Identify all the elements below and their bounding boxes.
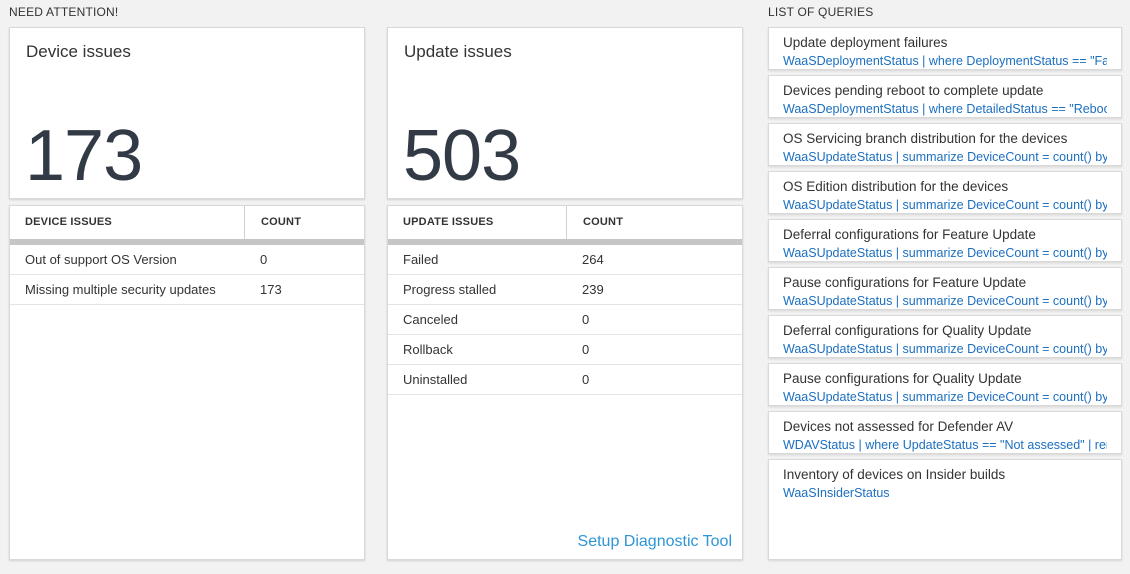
table-row[interactable]: Canceled 0 [388, 305, 742, 335]
query-item[interactable]: Pause configurations for Feature Update … [768, 267, 1122, 310]
device-issues-table-body: Out of support OS Version 0 Missing mult… [10, 245, 364, 305]
device-issues-tile[interactable]: Device issues 173 [9, 27, 365, 199]
query-text: WaaSDeploymentStatus | where DeploymentS… [783, 54, 1107, 68]
query-item[interactable]: Devices pending reboot to complete updat… [768, 75, 1122, 118]
query-title: Update deployment failures [783, 35, 948, 50]
query-item[interactable]: Devices not assessed for Defender AV WDA… [768, 411, 1122, 454]
row-label: Canceled [403, 312, 458, 327]
query-text: WaaSUpdateStatus | summarize DeviceCount… [783, 198, 1107, 212]
row-label: Missing multiple security updates [25, 282, 216, 297]
need-attention-label: NEED ATTENTION! [9, 5, 119, 19]
column-header-update-issues: UPDATE ISSUES [403, 216, 494, 228]
update-issues-title: Update issues [404, 42, 512, 61]
update-issues-table-tile: UPDATE ISSUES COUNT Failed 264 Progress … [387, 205, 743, 560]
query-text: WaaSUpdateStatus | summarize DeviceCount… [783, 294, 1107, 308]
list-of-queries-column: LIST OF QUERIES Update deployment failur… [768, 0, 1122, 574]
row-label: Uninstalled [403, 372, 468, 387]
row-label: Progress stalled [403, 282, 497, 297]
query-item[interactable]: Update deployment failures WaaSDeploymen… [768, 27, 1122, 70]
row-count: 0 [260, 252, 268, 267]
update-issues-table-body: Failed 264 Progress stalled 239 Canceled… [388, 245, 742, 395]
setup-diagnostic-tool-link[interactable]: Setup Diagnostic Tool [577, 533, 732, 550]
column-header-count: COUNT [566, 206, 742, 239]
query-text: WDAVStatus | where UpdateStatus == "Not … [783, 438, 1107, 452]
table-header-separator [10, 239, 364, 245]
query-title: Deferral configurations for Quality Upda… [783, 323, 1032, 338]
query-title: Deferral configurations for Feature Upda… [783, 227, 1036, 242]
table-row[interactable]: Uninstalled 0 [388, 365, 742, 395]
table-row[interactable]: Out of support OS Version 0 [10, 245, 364, 275]
table-row[interactable]: Rollback 0 [388, 335, 742, 365]
query-item[interactable]: Deferral configurations for Feature Upda… [768, 219, 1122, 262]
device-issues-title: Device issues [26, 42, 131, 61]
query-text: WaaSUpdateStatus | summarize DeviceCount… [783, 390, 1107, 404]
query-text: WaaSDeploymentStatus | where DetailedSta… [783, 102, 1107, 116]
row-label: Out of support OS Version [25, 252, 177, 267]
query-title: Devices not assessed for Defender AV [783, 419, 1014, 434]
query-title: OS Servicing branch distribution for the… [783, 131, 1068, 146]
query-title: Inventory of devices on Insider builds [783, 467, 1006, 482]
table-row[interactable]: Progress stalled 239 [388, 275, 742, 305]
device-issues-total: 173 [25, 116, 143, 196]
query-title: Pause configurations for Feature Update [783, 275, 1027, 290]
table-row[interactable]: Missing multiple security updates 173 [10, 275, 364, 305]
list-of-queries-label: LIST OF QUERIES [768, 5, 874, 19]
row-count: 0 [582, 312, 590, 327]
row-count: 173 [260, 282, 282, 297]
query-list: Update deployment failures WaaSDeploymen… [768, 27, 1122, 560]
row-count: 0 [582, 342, 590, 357]
query-text: WaaSUpdateStatus | summarize DeviceCount… [783, 150, 1107, 164]
device-issues-table-header: DEVICE ISSUES COUNT [10, 206, 364, 239]
update-issues-tile[interactable]: Update issues 503 [387, 27, 743, 199]
update-issues-table-header: UPDATE ISSUES COUNT [388, 206, 742, 239]
update-issues-total: 503 [403, 116, 521, 196]
row-count: 239 [582, 282, 604, 297]
query-text: WaaSUpdateStatus | summarize DeviceCount… [783, 246, 1107, 260]
query-item[interactable]: OS Servicing branch distribution for the… [768, 123, 1122, 166]
column-header-count: COUNT [244, 206, 364, 239]
table-header-separator [388, 239, 742, 245]
row-count: 264 [582, 252, 604, 267]
query-item[interactable]: Pause configurations for Quality Update … [768, 363, 1122, 406]
need-attention-column-devices: NEED ATTENTION! Device issues 173 DEVICE… [9, 0, 365, 574]
query-title: OS Edition distribution for the devices [783, 179, 1009, 194]
table-row[interactable]: Failed 264 [388, 245, 742, 275]
need-attention-column-updates: Update issues 503 UPDATE ISSUES COUNT Fa… [387, 0, 743, 574]
row-label: Failed [403, 252, 439, 267]
query-title: Devices pending reboot to complete updat… [783, 83, 1044, 98]
query-text: WaaSUpdateStatus | summarize DeviceCount… [783, 342, 1107, 356]
query-title: Pause configurations for Quality Update [783, 371, 1022, 386]
column-header-device-issues: DEVICE ISSUES [25, 216, 112, 228]
row-count: 0 [582, 372, 590, 387]
query-text: WaaSInsiderStatus [783, 486, 890, 500]
row-label: Rollback [403, 342, 453, 357]
device-issues-table-tile: DEVICE ISSUES COUNT Out of support OS Ve… [9, 205, 365, 560]
query-item[interactable]: Inventory of devices on Insider builds W… [768, 459, 1122, 560]
query-item[interactable]: Deferral configurations for Quality Upda… [768, 315, 1122, 358]
query-item[interactable]: OS Edition distribution for the devices … [768, 171, 1122, 214]
